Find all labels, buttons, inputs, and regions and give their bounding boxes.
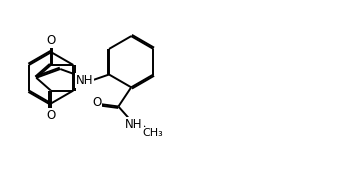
- Text: NH: NH: [76, 74, 93, 87]
- Text: O: O: [46, 109, 55, 122]
- Text: NH: NH: [125, 118, 143, 131]
- Text: O: O: [92, 96, 101, 109]
- Text: O: O: [46, 34, 55, 47]
- Text: CH₃: CH₃: [143, 128, 163, 138]
